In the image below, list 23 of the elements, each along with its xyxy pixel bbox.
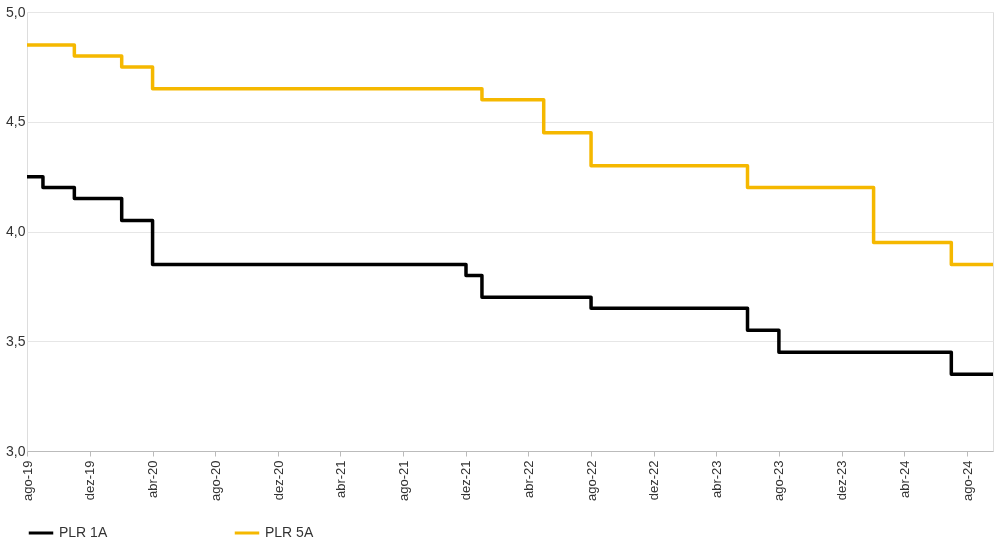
- y-tick-label: 4,5: [6, 113, 26, 130]
- x-tick-label: ago-21: [395, 460, 411, 501]
- x-tick-label: ago-22: [583, 460, 599, 501]
- x-tick-label: ago-19: [19, 460, 35, 501]
- x-tick-label: abr-21: [332, 460, 348, 499]
- x-tick-label: dez-23: [834, 460, 850, 501]
- x-tick-label: abr-24: [896, 460, 912, 499]
- x-tick-label: dez-19: [82, 460, 98, 501]
- legend-label: PLR 1A: [59, 524, 108, 540]
- x-tick-label: abr-23: [708, 460, 724, 499]
- x-tick-label: dez-20: [270, 460, 286, 501]
- x-tick-label: abr-20: [145, 460, 161, 499]
- y-tick-label: 3,0: [6, 442, 26, 459]
- y-tick-label: 5,0: [6, 3, 26, 20]
- legend-label: PLR 5A: [265, 524, 314, 540]
- x-tick-label: dez-22: [646, 460, 662, 501]
- x-tick-label: ago-20: [207, 460, 223, 501]
- x-tick-label: ago-24: [959, 460, 975, 501]
- x-tick-label: dez-21: [458, 460, 474, 501]
- x-tick-label: abr-22: [520, 460, 536, 499]
- x-tick-label: ago-23: [771, 460, 787, 501]
- y-tick-label: 3,5: [6, 332, 26, 349]
- y-tick-label: 4,0: [6, 223, 26, 239]
